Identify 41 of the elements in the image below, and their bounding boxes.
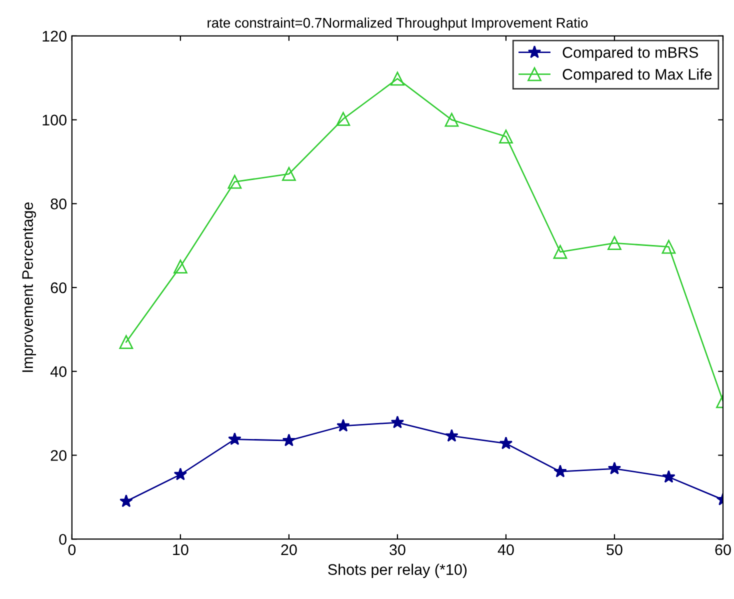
x-tick-label: 0 xyxy=(68,544,76,556)
x-tick-label: 30 xyxy=(390,544,406,556)
point xyxy=(228,432,242,446)
x-tick-label: 50 xyxy=(606,544,622,556)
x-axis-title: Shots per relay (*10) xyxy=(328,564,467,578)
point xyxy=(608,236,622,250)
point xyxy=(228,174,242,189)
point xyxy=(120,494,133,508)
y-tick-label: 20 xyxy=(50,450,66,461)
point xyxy=(390,72,404,86)
x-tick-label: 60 xyxy=(715,544,731,556)
point xyxy=(390,416,404,428)
point xyxy=(336,112,350,126)
point xyxy=(554,464,567,478)
y-tick-label: 100 xyxy=(42,114,66,126)
point xyxy=(662,240,676,254)
point xyxy=(444,112,459,127)
y-tick-label: 120 xyxy=(42,30,66,42)
point xyxy=(445,429,458,442)
point xyxy=(173,260,188,274)
x-tick-label: 10 xyxy=(173,544,188,556)
y-axis-title: Improvement Percentage xyxy=(22,202,36,372)
legend-label: Compared to Max Life xyxy=(562,68,712,83)
point xyxy=(608,462,622,474)
point xyxy=(119,335,134,349)
point xyxy=(174,468,188,480)
y-tick-label: 0 xyxy=(59,534,66,545)
point xyxy=(282,166,296,181)
point xyxy=(282,434,296,446)
point xyxy=(553,244,568,259)
legend-label: Compared to mBRS xyxy=(562,46,698,61)
point xyxy=(499,130,513,144)
y-tick-label: 80 xyxy=(50,198,66,210)
y-tick-label: 60 xyxy=(50,282,66,294)
chart-title: rate constraint=0.7Normalized Throughput Improvement Ratio xyxy=(208,18,588,30)
x-tick-label: 40 xyxy=(498,544,514,556)
point xyxy=(662,470,676,483)
point xyxy=(336,418,350,432)
y-tick-label: 40 xyxy=(50,366,66,378)
point xyxy=(499,436,513,450)
x-tick-label: 20 xyxy=(281,544,297,556)
